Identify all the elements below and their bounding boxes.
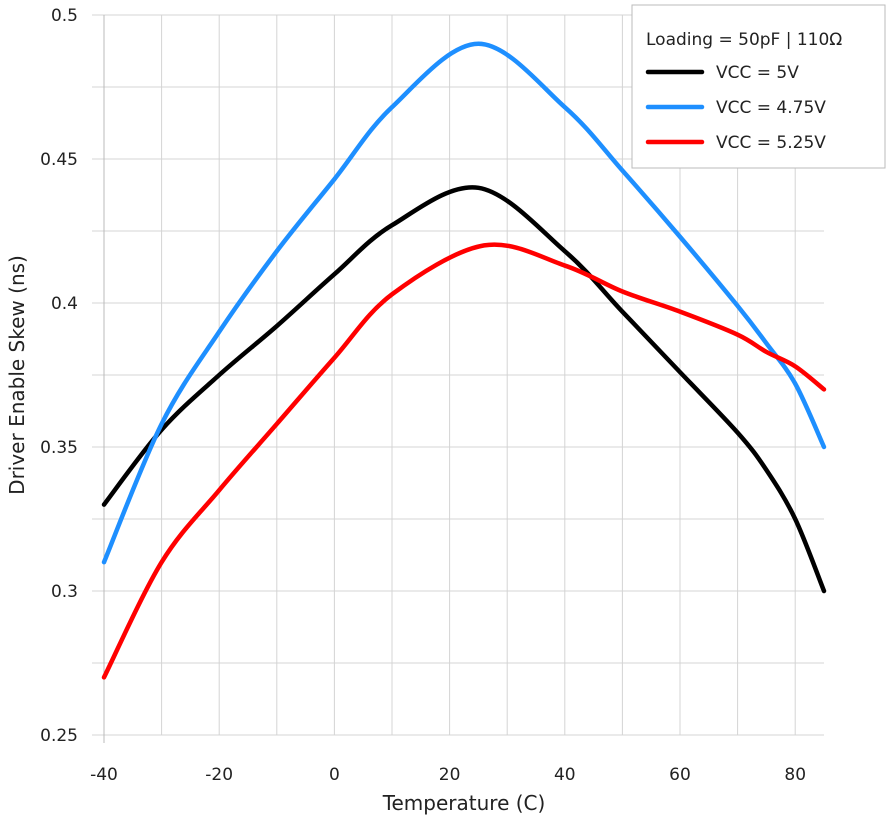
x-axis-label: Temperature (C) [382,791,546,815]
series-line-3 [101,242,827,680]
x-tick-label: 40 [554,765,576,785]
x-tick-label: -40 [90,765,118,785]
legend-label: VCC = 5V [716,63,799,83]
y-axis-label: Driver Enable Skew (ns) [5,255,29,495]
y-tick-label: 0.25 [40,726,78,746]
series-line-2 [101,41,827,565]
legend: Loading = 50pF | 110Ω VCC = 5V VCC = 4.75… [631,4,886,169]
x-tick-label: 20 [439,765,461,785]
x-tick-label: -20 [205,765,233,785]
legend-label: VCC = 4.75V [716,98,826,118]
y-tick-label: 0.3 [51,582,78,602]
x-tick-label: 0 [329,765,340,785]
x-tick-label: 60 [669,765,691,785]
series-line-1 [101,185,827,594]
legend-title: Loading = 50pF | 110Ω [646,30,842,50]
series-lines [101,41,827,680]
legend-label: VCC = 5.25V [716,133,826,153]
y-tick-label: 0.5 [51,6,78,26]
tick-labels: -40 -20 0 20 40 60 80 0.25 0.3 0.35 0.4 0.45 0.5 [40,6,806,785]
y-tick-label: 0.35 [40,438,78,458]
x-tick-label: 80 [784,765,806,785]
y-tick-label: 0.4 [51,294,78,314]
y-tick-label: 0.45 [40,150,78,170]
